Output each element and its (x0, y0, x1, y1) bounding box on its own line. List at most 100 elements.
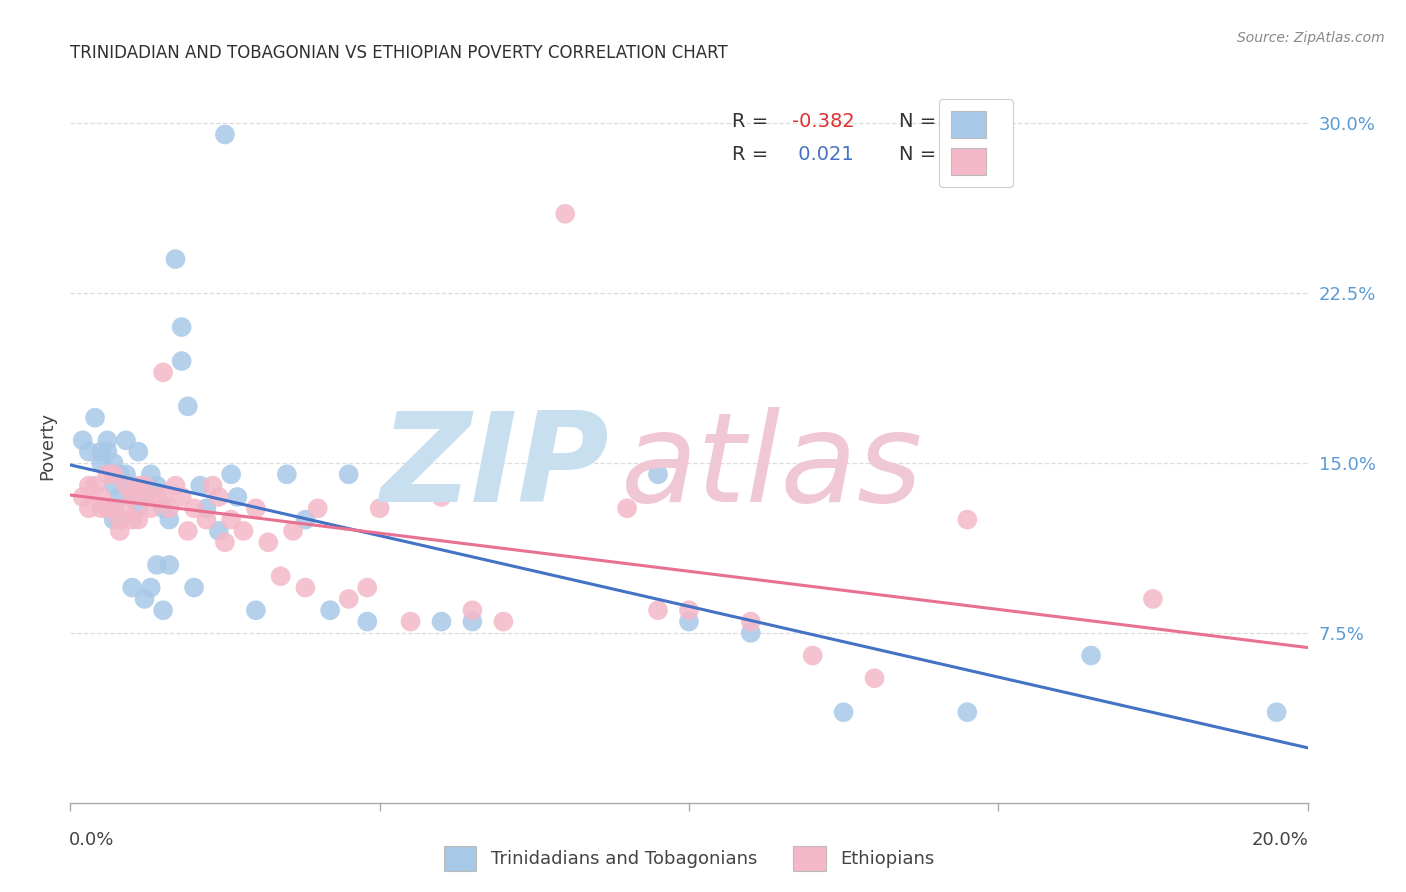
Text: 57: 57 (949, 145, 973, 164)
Point (157, 501, 180, 516)
Point (121, 581, 143, 595)
Point (139, 467, 162, 482)
Point (139, 501, 162, 516)
Point (84, 410, 107, 425)
Point (177, 524, 200, 538)
Point (103, 501, 125, 516)
Point (195, 513, 218, 527)
Point (96, 501, 118, 516)
Point (368, 501, 391, 516)
Point (121, 478, 143, 492)
Point (337, 467, 360, 482)
Point (96, 467, 118, 482)
Point (108, 490, 131, 504)
Point (157, 513, 180, 527)
Point (134, 490, 156, 504)
Point (195, 501, 218, 516)
Point (678, 603, 700, 617)
Point (430, 490, 453, 504)
Point (270, 569, 292, 583)
Point (152, 501, 174, 516)
Text: TRINIDADIAN AND TOBAGONIAN VS ETHIOPIAN POVERTY CORRELATION CHART: TRINIDADIAN AND TOBAGONIAN VS ETHIOPIAN … (70, 45, 728, 62)
Point (165, 478, 187, 492)
Point (121, 490, 143, 504)
Point (152, 603, 174, 617)
Point (201, 478, 224, 492)
Point (96, 444, 118, 458)
Point (103, 513, 125, 527)
Point (399, 615, 422, 629)
Point (77, 478, 100, 492)
Point (134, 490, 156, 504)
Point (356, 581, 378, 595)
Point (127, 444, 149, 458)
Point (208, 490, 231, 504)
Point (170, 490, 193, 504)
Point (1142, 591, 1164, 606)
Point (170, 320, 193, 334)
Point (214, 535, 236, 549)
Point (740, 615, 762, 629)
Point (863, 671, 886, 685)
Text: 0.021: 0.021 (792, 145, 853, 164)
Point (90, 456, 112, 470)
Point (90, 490, 112, 504)
Point (678, 615, 700, 629)
Point (1265, 705, 1288, 719)
Point (281, 524, 304, 538)
Point (72, 434, 94, 448)
Point (152, 365, 174, 379)
Point (956, 513, 979, 527)
Point (103, 456, 125, 470)
Point (461, 615, 484, 629)
Text: 20.0%: 20.0% (1251, 831, 1309, 849)
Point (337, 591, 360, 606)
Point (84, 478, 107, 492)
Text: N =: N = (900, 145, 943, 164)
Point (121, 513, 143, 527)
Point (146, 490, 169, 504)
Point (127, 501, 149, 516)
Text: ZIP: ZIP (380, 407, 609, 528)
Point (492, 615, 515, 629)
Point (832, 705, 855, 719)
Point (257, 535, 280, 549)
Point (294, 581, 316, 595)
Text: R =: R = (733, 112, 775, 131)
Point (108, 513, 131, 527)
Point (121, 490, 143, 504)
Point (108, 513, 131, 527)
Point (134, 591, 156, 606)
Point (146, 478, 169, 492)
Point (90, 501, 112, 516)
Point (96, 434, 118, 448)
Point (208, 524, 231, 538)
Point (294, 513, 316, 527)
Point (108, 524, 131, 538)
Point (245, 501, 267, 516)
Point (103, 501, 125, 516)
Text: Source: ZipAtlas.com: Source: ZipAtlas.com (1237, 31, 1385, 45)
Point (139, 581, 162, 595)
Point (801, 648, 824, 663)
Point (356, 615, 378, 629)
Point (219, 467, 242, 482)
Point (319, 603, 342, 617)
Text: R =: R = (733, 145, 775, 164)
Point (183, 581, 205, 595)
Text: -0.382: -0.382 (792, 112, 855, 131)
Text: 56: 56 (949, 112, 973, 131)
Point (108, 467, 131, 482)
Point (177, 400, 200, 414)
Legend: , : , (939, 99, 1014, 187)
Point (103, 467, 125, 482)
Point (77, 501, 100, 516)
Point (103, 478, 125, 492)
Point (647, 603, 669, 617)
Point (245, 603, 267, 617)
Text: N =: N = (900, 112, 943, 131)
Point (146, 558, 169, 572)
Legend: Trinidadians and Tobagonians, Ethiopians: Trinidadians and Tobagonians, Ethiopians (436, 838, 942, 879)
Point (183, 501, 205, 516)
Point (134, 478, 156, 492)
